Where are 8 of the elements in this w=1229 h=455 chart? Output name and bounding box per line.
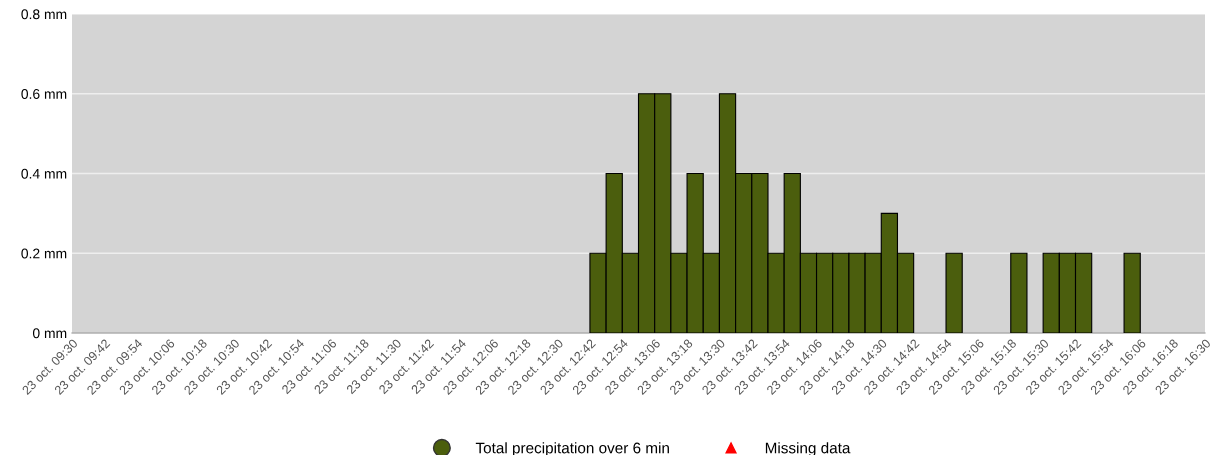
y-tick-label: 0.4 mm xyxy=(21,168,67,179)
y-tick-label: 0.8 mm xyxy=(21,9,67,20)
y-tick-label: 0 mm xyxy=(32,328,67,339)
y-tick-label: 0.6 mm xyxy=(21,89,67,99)
y-tick-label: 0.2 mm xyxy=(21,248,67,259)
bar xyxy=(945,252,963,333)
bar xyxy=(1010,252,1028,333)
bar xyxy=(1123,252,1141,333)
